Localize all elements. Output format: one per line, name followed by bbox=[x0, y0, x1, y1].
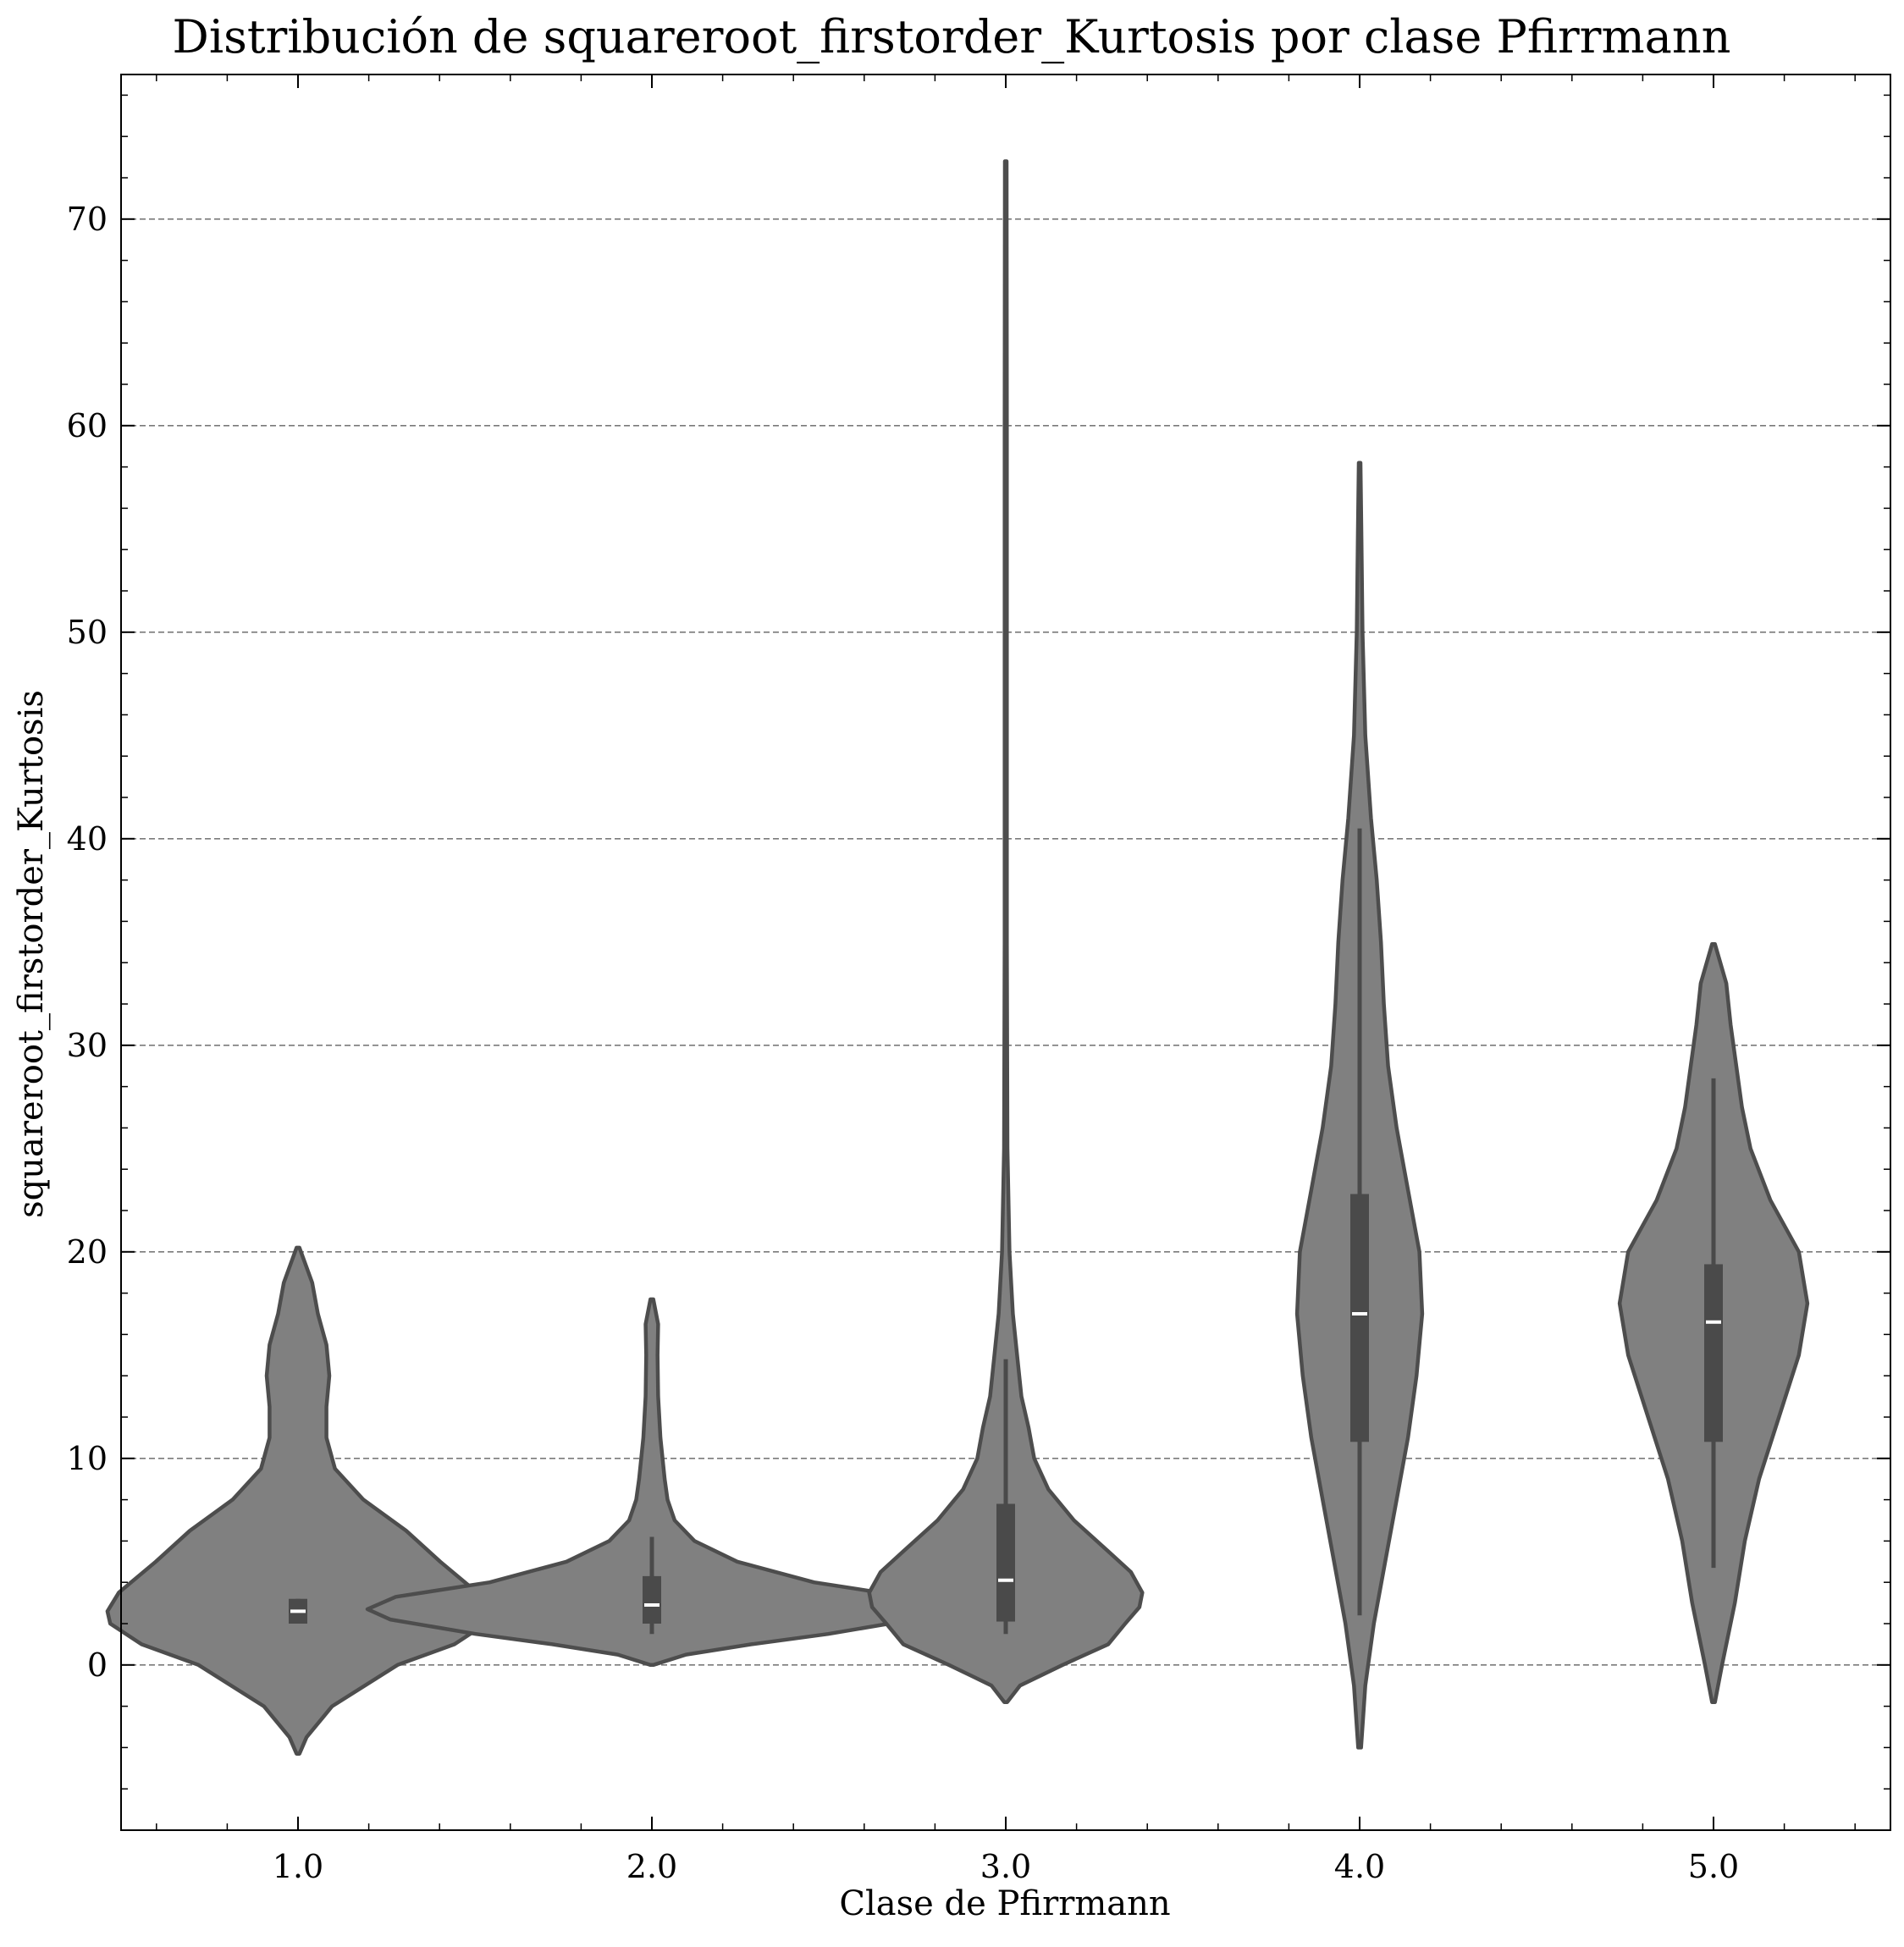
violin-box bbox=[1704, 1264, 1723, 1442]
violin-body bbox=[867, 159, 1145, 1704]
y-tick-label: 40 bbox=[67, 820, 108, 858]
x-tick-label: 1.0 bbox=[273, 1848, 323, 1885]
y-axis-label: squareroot_firstorder_Kurtosis bbox=[12, 690, 51, 1218]
violin-box bbox=[996, 1503, 1015, 1622]
violin-box bbox=[643, 1575, 661, 1624]
violin-layer bbox=[105, 159, 1810, 1756]
x-tick-label: 4.0 bbox=[1334, 1848, 1385, 1885]
x-axis-label: Clase de Pfirrmann bbox=[839, 1884, 1170, 1923]
x-tick-label: 5.0 bbox=[1688, 1848, 1739, 1885]
violin-box bbox=[1350, 1194, 1369, 1442]
chart-title: Distribución de squareroot_firstorder_Ku… bbox=[173, 10, 1731, 63]
y-tick-label: 60 bbox=[67, 407, 108, 444]
y-tick-label: 0 bbox=[87, 1646, 108, 1684]
y-tick-label: 10 bbox=[67, 1440, 108, 1477]
y-tick-label: 30 bbox=[67, 1027, 108, 1064]
axis-layer: 0 10 20 30 40 50 60 70 1.0 2.0 3.0 4.0 5.0 bbox=[67, 74, 1891, 1885]
y-tick-label: 50 bbox=[67, 614, 108, 651]
x-tick-label: 3.0 bbox=[980, 1848, 1031, 1885]
x-tick-label: 2.0 bbox=[626, 1848, 677, 1885]
y-tick-label: 20 bbox=[67, 1233, 108, 1271]
y-tick-label: 70 bbox=[67, 201, 108, 238]
